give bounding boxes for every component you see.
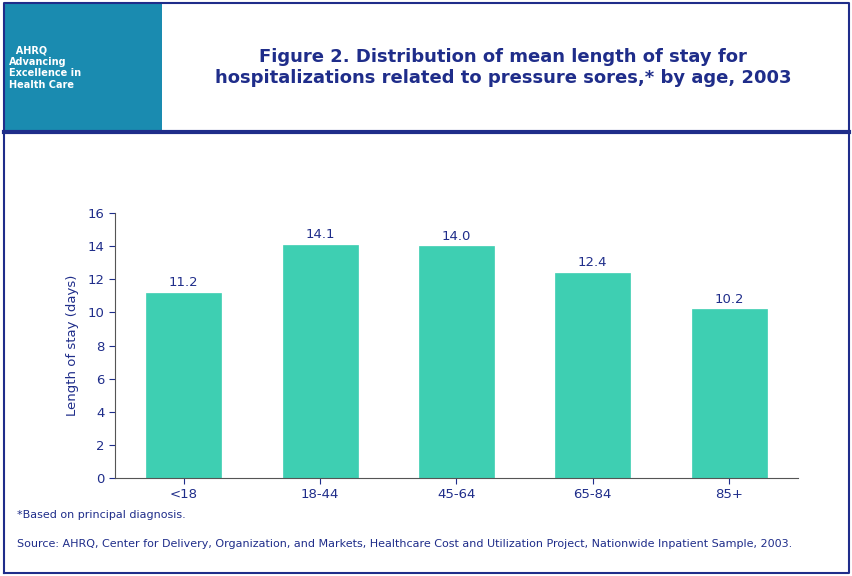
Bar <box>146 293 221 478</box>
Y-axis label: Length of stay (days): Length of stay (days) <box>66 275 79 416</box>
Bar <box>555 273 630 478</box>
Text: 10.2: 10.2 <box>713 293 743 306</box>
Text: 11.2: 11.2 <box>169 276 199 289</box>
Text: 14.0: 14.0 <box>441 230 470 243</box>
Text: 14.1: 14.1 <box>305 228 334 241</box>
Text: Source: AHRQ, Center for Delivery, Organization, and Markets, Healthcare Cost an: Source: AHRQ, Center for Delivery, Organ… <box>17 539 792 548</box>
Text: 12.4: 12.4 <box>578 256 607 270</box>
Bar <box>418 247 493 478</box>
Text: Figure 2. Distribution of mean length of stay for
hospitalizations related to pr: Figure 2. Distribution of mean length of… <box>215 48 791 87</box>
Bar <box>282 245 357 478</box>
Text: AHRQ
Advancing
Excellence in
Health Care: AHRQ Advancing Excellence in Health Care <box>9 46 81 90</box>
Text: *Based on principal diagnosis.: *Based on principal diagnosis. <box>17 510 186 520</box>
Bar <box>691 309 766 478</box>
